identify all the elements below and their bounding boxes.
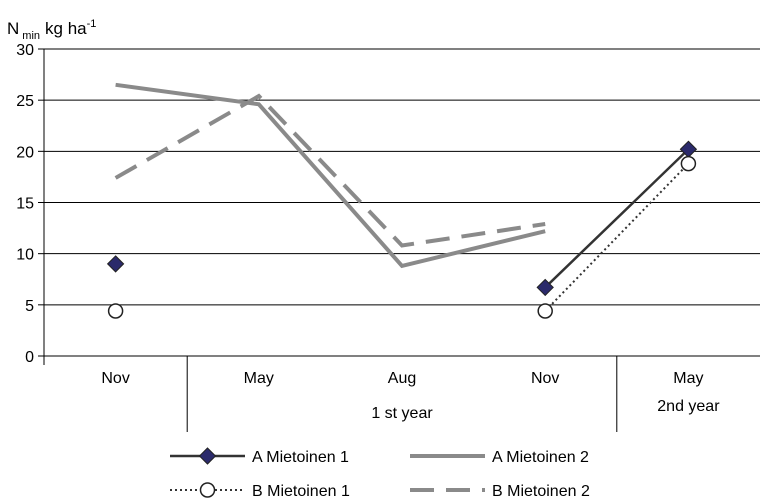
y-tick-label-20: 20 xyxy=(16,144,34,161)
data-point-1-4 xyxy=(680,155,697,172)
data-point-0-0 xyxy=(106,255,125,273)
x-tick-labels: Nov May Aug Nov May 1 st year 2nd year xyxy=(101,370,720,422)
legend-swatch-marker-0 xyxy=(198,447,217,465)
legend-label-2: A Mietoinen 2 xyxy=(492,449,589,466)
y-tick-label-15: 15 xyxy=(16,196,34,213)
legend-item-0: A Mietoinen 1 xyxy=(170,447,349,466)
series-3 xyxy=(114,93,546,248)
y-tick-label-0: 0 xyxy=(25,349,34,366)
data-point-0-3 xyxy=(536,278,554,297)
axes xyxy=(38,48,760,432)
data-point-1-0 xyxy=(107,303,124,319)
x-tick-label-2: Aug xyxy=(388,370,416,387)
legend-label-0: A Mietoinen 1 xyxy=(252,449,349,466)
legend-label-3: B Mietoinen 2 xyxy=(492,483,590,500)
x-group-label-2nd-year: 2nd year xyxy=(657,398,720,415)
x-tick-label-4: May xyxy=(673,370,703,387)
x-tick-label-3: Nov xyxy=(531,370,559,387)
series-line-2 xyxy=(115,82,546,269)
x-group-label-1st-year: 1 st year xyxy=(371,405,433,422)
legend-item-3: B Mietoinen 2 xyxy=(410,483,590,500)
series-0 xyxy=(106,140,698,297)
series-line-1 xyxy=(544,162,690,312)
series-line-0 xyxy=(544,148,690,289)
data-point-1-3 xyxy=(537,303,553,319)
y-tick-label-25: 25 xyxy=(16,93,34,110)
x-tick-label-1: May xyxy=(244,370,274,387)
legend-label-1: B Mietoinen 1 xyxy=(252,483,350,500)
y-tick-labels: 0 5 10 15 20 25 30 xyxy=(16,42,34,366)
x-tick-label-0: Nov xyxy=(101,370,129,387)
legend-item-1: B Mietoinen 1 xyxy=(170,482,350,500)
series-group xyxy=(106,82,698,319)
legend-swatch-marker-1 xyxy=(199,482,216,498)
series-1 xyxy=(107,155,697,319)
legend-item-2: A Mietoinen 2 xyxy=(410,449,589,466)
y-tick-label-5: 5 xyxy=(25,298,34,315)
series-line-3 xyxy=(114,93,546,248)
y-tick-label-10: 10 xyxy=(16,247,34,264)
y-tick-label-30: 30 xyxy=(16,42,34,59)
series-2 xyxy=(115,82,546,269)
legend: A Mietoinen 1 A Mietoinen 2 B Mietoinen 1 B… xyxy=(170,447,590,500)
